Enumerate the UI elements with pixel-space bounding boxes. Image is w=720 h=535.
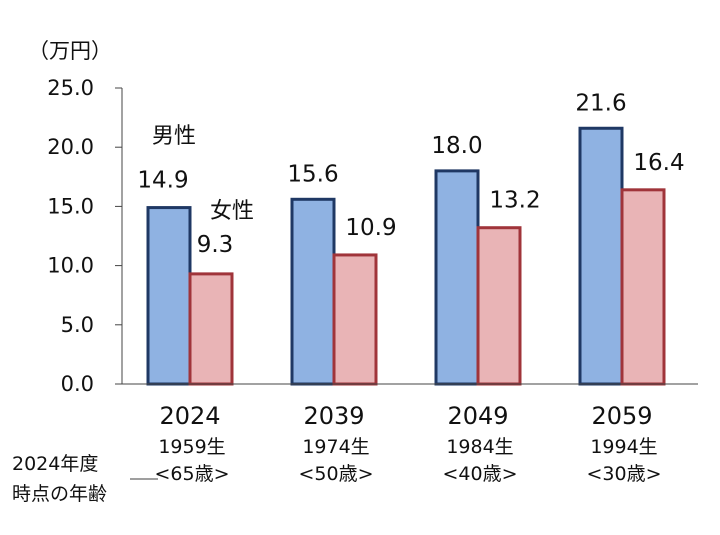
value-label: 15.6 (287, 161, 338, 187)
value-label: 9.3 (197, 232, 234, 258)
row-note-line1: 2024年度 (12, 453, 98, 475)
x-age-label: <65歳> (154, 463, 229, 485)
series-label-female: 女性 (210, 199, 254, 224)
y-tick-label: 10.0 (47, 254, 94, 278)
x-category-label: 2059 (591, 402, 652, 430)
bar-female-2024 (188, 272, 234, 386)
x-age-label: <50歳> (298, 463, 373, 485)
y-unit-label: （万円） (28, 39, 112, 63)
row-note: 2024年度 時点の年齢 (12, 453, 158, 505)
bar-female-2039 (332, 253, 378, 386)
bar-male-2024 (146, 206, 192, 386)
row-note-line2: 時点の年齢 (12, 483, 107, 505)
x-category-label: 2039 (303, 402, 364, 430)
y-tick-label: 0.0 (61, 372, 94, 396)
bar-female-2059 (620, 188, 666, 386)
value-label: 16.4 (633, 150, 684, 176)
x-category-label: 2049 (447, 402, 508, 430)
y-tick-label: 15.0 (47, 194, 94, 218)
bars (146, 126, 666, 386)
x-birth-year-label: 1984生 (446, 436, 513, 458)
value-label: 13.2 (489, 188, 540, 214)
x-axis: 2024 1959生 <65歳> 2039 1974生 <50歳> 2049 1984生 <40… (122, 383, 698, 485)
value-labels: 14.9 9.3 15.6 10.9 18.0 13.2 21.6 16.4 (137, 90, 684, 258)
bar-female-2049 (476, 226, 522, 386)
value-label: 21.6 (575, 90, 626, 116)
y-axis: 0.0 5.0 10.0 15.0 20.0 25.0 (47, 76, 123, 396)
x-birth-year-label: 1994生 (590, 436, 657, 458)
x-age-label: <30歳> (586, 463, 661, 485)
x-birth-year-label: 1974生 (302, 436, 369, 458)
y-tick-label: 25.0 (47, 76, 94, 100)
bar-male-2059 (578, 126, 624, 386)
value-label: 10.9 (345, 215, 396, 241)
x-age-label: <40歳> (442, 463, 517, 485)
value-label: 14.9 (137, 168, 188, 194)
y-tick-label: 20.0 (47, 135, 94, 159)
x-category-label: 2024 (159, 402, 220, 430)
bar-male-2049 (434, 169, 480, 386)
series-label-male: 男性 (152, 124, 196, 149)
value-label: 18.0 (431, 133, 482, 159)
x-birth-year-label: 1959生 (158, 436, 225, 458)
y-tick-label: 5.0 (61, 313, 94, 337)
bar-male-2039 (290, 197, 336, 386)
